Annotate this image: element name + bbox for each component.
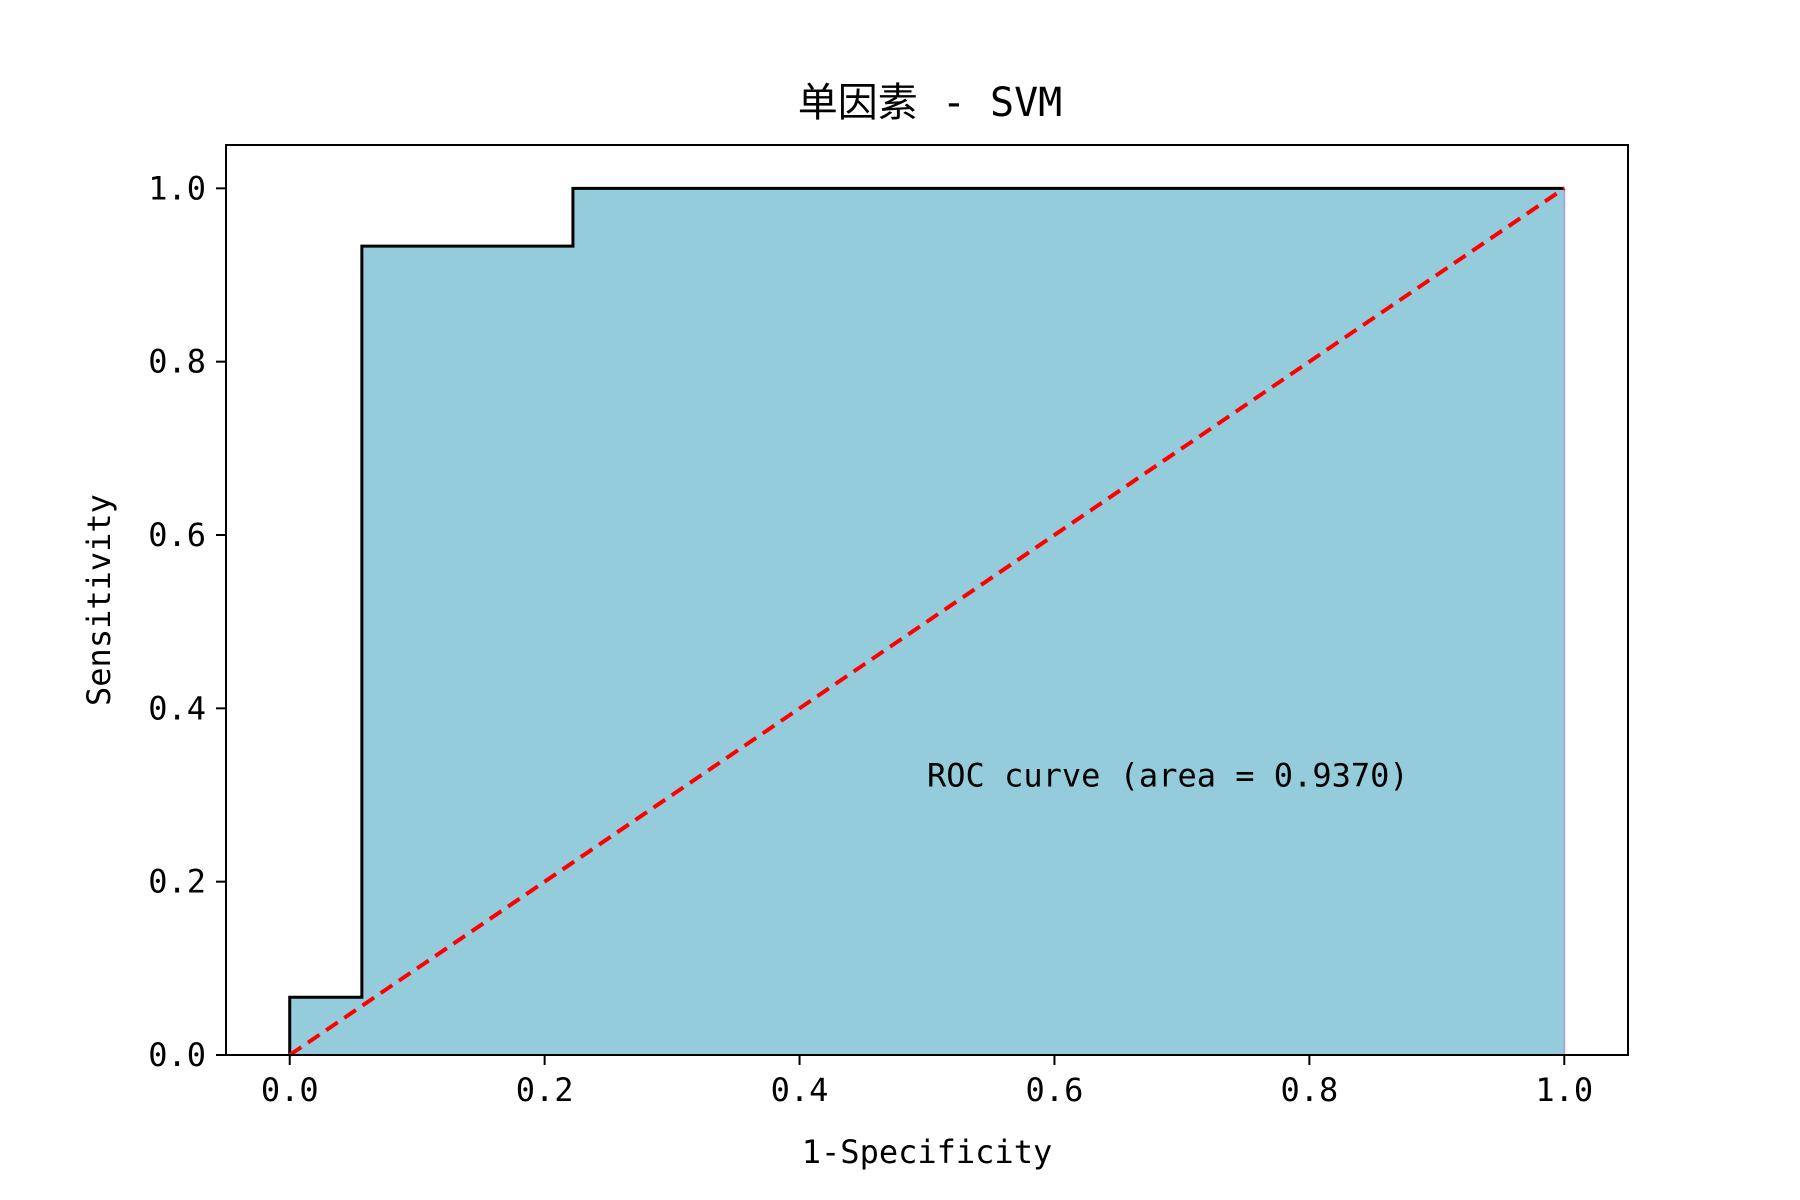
x-tick-label: 1.0 xyxy=(1535,1071,1593,1109)
y-tick-label: 0.0 xyxy=(148,1036,206,1074)
y-tick-label: 0.4 xyxy=(148,689,206,727)
y-tick-label: 0.6 xyxy=(148,516,206,554)
y-axis-label: Sensitivity xyxy=(80,494,118,706)
x-tick-label: 0.0 xyxy=(261,1071,319,1109)
axes-frame xyxy=(225,144,1629,1056)
y-axis: 0.0 0.2 0.4 0.6 0.8 1.0 xyxy=(148,169,226,1074)
y-tick-label: 0.2 xyxy=(148,863,206,901)
roc-curve-line xyxy=(288,186,1565,1055)
y-tick-label: 1.0 xyxy=(148,169,206,207)
roc-auc-annotation: ROC curve (area = 0.9370) xyxy=(927,756,1409,794)
chart-title: 单因素 - SVM xyxy=(798,80,1063,126)
x-tick-label: 0.4 xyxy=(771,1071,829,1109)
x-tick-label: 0.8 xyxy=(1280,1071,1338,1109)
plot-area xyxy=(288,186,1566,1057)
x-tick-label: 0.2 xyxy=(516,1071,574,1109)
x-axis-label: 1-Specificity xyxy=(802,1133,1052,1171)
reference-diagonal-line xyxy=(288,186,1566,1057)
x-axis: 0.0 0.2 0.4 0.6 0.8 1.0 xyxy=(261,1055,1593,1109)
x-tick-label: 0.6 xyxy=(1026,1071,1084,1109)
y-tick-label: 0.8 xyxy=(148,343,206,381)
